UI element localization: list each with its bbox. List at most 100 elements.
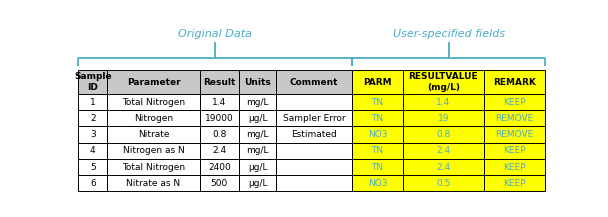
Bar xyxy=(402,143,484,159)
Bar xyxy=(199,110,239,127)
Bar xyxy=(239,175,276,191)
Bar xyxy=(108,127,199,143)
Bar xyxy=(199,94,239,110)
Bar xyxy=(353,159,402,175)
Text: 1.4: 1.4 xyxy=(437,98,451,107)
Text: 2.4: 2.4 xyxy=(437,146,451,155)
Text: Comment: Comment xyxy=(290,78,339,87)
Bar xyxy=(108,94,199,110)
Bar xyxy=(276,143,353,159)
Bar xyxy=(353,94,402,110)
Text: Total Nitrogen: Total Nitrogen xyxy=(122,98,185,107)
Text: 2.4: 2.4 xyxy=(437,163,451,172)
Text: Original Data: Original Data xyxy=(178,29,252,39)
Text: 2400: 2400 xyxy=(208,163,230,172)
Bar xyxy=(239,110,276,127)
Text: REMOVE: REMOVE xyxy=(496,114,534,123)
Bar xyxy=(199,159,239,175)
Text: PARM: PARM xyxy=(363,78,392,87)
Text: 5: 5 xyxy=(90,163,95,172)
Bar xyxy=(239,94,276,110)
Bar xyxy=(353,70,402,94)
Text: REMOVE: REMOVE xyxy=(496,130,534,139)
Bar xyxy=(239,159,276,175)
Bar xyxy=(276,175,353,191)
Bar xyxy=(402,159,484,175)
Bar xyxy=(78,143,108,159)
Text: mg/L: mg/L xyxy=(246,130,269,139)
Text: Estimated: Estimated xyxy=(291,130,337,139)
Text: 2: 2 xyxy=(90,114,95,123)
Text: Nitrogen: Nitrogen xyxy=(134,114,173,123)
Bar xyxy=(239,70,276,94)
Bar xyxy=(484,159,545,175)
Text: 3: 3 xyxy=(90,130,95,139)
Text: 19000: 19000 xyxy=(205,114,233,123)
Text: μg/L: μg/L xyxy=(248,163,268,172)
Text: KEEP: KEEP xyxy=(503,146,526,155)
Bar xyxy=(484,175,545,191)
Bar xyxy=(78,110,108,127)
Bar xyxy=(402,175,484,191)
Bar xyxy=(78,175,108,191)
Text: 0.8: 0.8 xyxy=(436,130,451,139)
Text: mg/L: mg/L xyxy=(246,98,269,107)
Bar xyxy=(484,110,545,127)
Text: 2.4: 2.4 xyxy=(212,146,226,155)
Text: NO3: NO3 xyxy=(368,179,387,188)
Text: REMARK: REMARK xyxy=(493,78,536,87)
Text: Total Nitrogen: Total Nitrogen xyxy=(122,163,185,172)
Text: TN: TN xyxy=(371,98,384,107)
Text: KEEP: KEEP xyxy=(503,163,526,172)
Bar xyxy=(108,70,199,94)
Bar xyxy=(484,127,545,143)
Bar xyxy=(199,127,239,143)
Text: μg/L: μg/L xyxy=(248,179,268,188)
Bar xyxy=(108,143,199,159)
Bar xyxy=(78,94,108,110)
Text: 4: 4 xyxy=(90,146,95,155)
Bar xyxy=(239,143,276,159)
Text: Result: Result xyxy=(203,78,235,87)
Bar xyxy=(402,94,484,110)
Bar xyxy=(78,70,108,94)
Text: User-specified fields: User-specified fields xyxy=(393,29,505,39)
Bar xyxy=(353,175,402,191)
Bar xyxy=(199,175,239,191)
Text: 6: 6 xyxy=(90,179,95,188)
Text: μg/L: μg/L xyxy=(248,114,268,123)
Text: Nitrate as N: Nitrate as N xyxy=(126,179,181,188)
Text: Sample
ID: Sample ID xyxy=(74,72,112,92)
Bar xyxy=(108,110,199,127)
Bar xyxy=(276,159,353,175)
Bar xyxy=(108,159,199,175)
Text: TN: TN xyxy=(371,146,384,155)
Text: Nitrate: Nitrate xyxy=(138,130,169,139)
Bar xyxy=(78,159,108,175)
Bar xyxy=(484,70,545,94)
Text: RESULTVALUE
(mg/L): RESULTVALUE (mg/L) xyxy=(409,72,478,92)
Bar xyxy=(402,110,484,127)
Text: 0.8: 0.8 xyxy=(212,130,227,139)
Text: 0.5: 0.5 xyxy=(436,179,451,188)
Text: TN: TN xyxy=(371,163,384,172)
Bar xyxy=(199,143,239,159)
Text: NO3: NO3 xyxy=(368,130,387,139)
Bar xyxy=(276,70,353,94)
Text: mg/L: mg/L xyxy=(246,146,269,155)
Bar xyxy=(239,127,276,143)
Text: Units: Units xyxy=(244,78,271,87)
Bar xyxy=(276,110,353,127)
Bar xyxy=(353,110,402,127)
Text: Sampler Error: Sampler Error xyxy=(283,114,345,123)
Text: 500: 500 xyxy=(211,179,228,188)
Text: KEEP: KEEP xyxy=(503,179,526,188)
Bar xyxy=(484,94,545,110)
Bar xyxy=(276,127,353,143)
Bar xyxy=(276,94,353,110)
Bar xyxy=(402,127,484,143)
Text: Nitrogen as N: Nitrogen as N xyxy=(123,146,184,155)
Bar xyxy=(108,175,199,191)
Text: 1.4: 1.4 xyxy=(212,98,227,107)
Bar xyxy=(402,70,484,94)
